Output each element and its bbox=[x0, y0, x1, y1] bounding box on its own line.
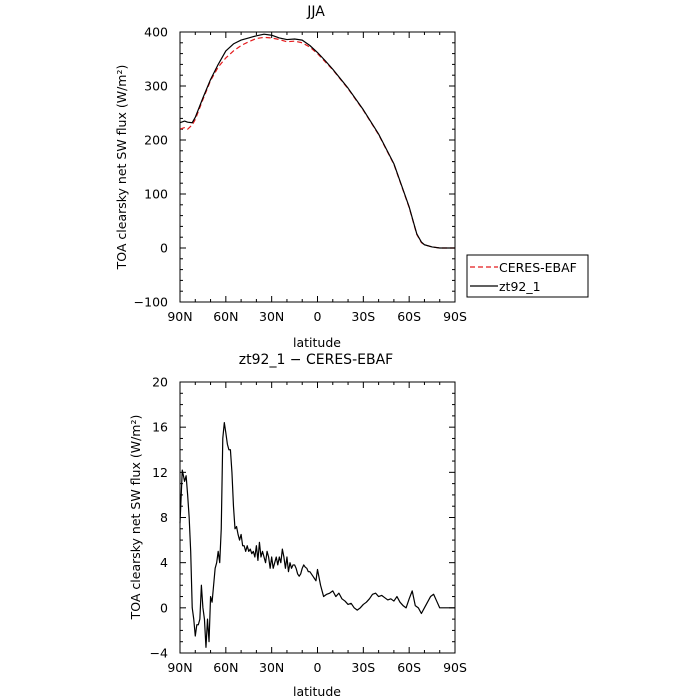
legend: CERES-EBAF zt92_1 bbox=[466, 254, 589, 298]
bottom-chart-x-tick-label: 60N bbox=[213, 660, 238, 675]
top-chart-y-axis-label: TOA clearsky net SW flux (W/m²) bbox=[114, 65, 129, 271]
bottom-chart-frame bbox=[179, 381, 456, 654]
bottom-chart-x-tick-label: 90S bbox=[443, 660, 467, 675]
bottom-chart-y-tick-label: 20 bbox=[152, 375, 168, 390]
bottom-chart-series-line-0 bbox=[179, 422, 455, 648]
top-chart-y-tick-label: 300 bbox=[144, 79, 168, 94]
top-chart-x-tick-label: 60S bbox=[397, 309, 421, 324]
legend-label-ceres: CERES-EBAF bbox=[499, 260, 577, 275]
top-chart-x-tick-labels: 90N 60N 30N 0 30S 60S 90S bbox=[167, 309, 467, 324]
top-chart-x-tick-label: 30S bbox=[351, 309, 375, 324]
top-chart: JJA 90N 60N 30N 0 30S 60S 90S −100 0 100 200 300 40… bbox=[114, 4, 589, 350]
bottom-chart-y-tick-label: 16 bbox=[152, 420, 168, 435]
top-chart-y-tick-label: −100 bbox=[134, 295, 168, 310]
bottom-chart-x-tick-labels: 90N 60N 30N 0 30S 60S 90S bbox=[167, 660, 467, 675]
legend-box bbox=[466, 254, 589, 298]
top-chart-x-tick-label: 90N bbox=[167, 309, 192, 324]
top-chart-y-tick-labels: −100 0 100 200 300 400 bbox=[134, 25, 168, 310]
top-chart-x-tick-label: 60N bbox=[213, 309, 238, 324]
bottom-chart-y-tick-label: 4 bbox=[160, 555, 168, 570]
bottom-chart-x-tick-label: 90N bbox=[167, 660, 192, 675]
top-chart-y-tick-label: 0 bbox=[160, 241, 168, 256]
legend-label-zt92: zt92_1 bbox=[499, 279, 541, 294]
top-chart-frame bbox=[179, 31, 456, 303]
top-chart-x-tick-label: 0 bbox=[314, 309, 322, 324]
top-chart-title: JJA bbox=[306, 4, 325, 20]
bottom-chart-y-tick-label: −4 bbox=[150, 646, 168, 661]
top-chart-series-line-ceres-ebaf bbox=[179, 36, 455, 249]
bottom-chart: zt92_1 − CERES-EBAF 90N 60N 30N 0 30S 60S 90S … bbox=[128, 352, 467, 699]
bottom-chart-y-tick-labels: −4 0 4 8 12 16 20 bbox=[150, 375, 168, 661]
top-chart-x-tick-label: 30N bbox=[259, 309, 284, 324]
bottom-chart-x-tick-label: 30S bbox=[351, 660, 375, 675]
bottom-chart-x-axis-label: latitude bbox=[293, 684, 341, 699]
bottom-chart-y-tick-label: 8 bbox=[160, 510, 168, 525]
bottom-chart-y-axis-label: TOA clearsky net SW flux (W/m²) bbox=[128, 415, 143, 621]
top-chart-y-tick-label: 200 bbox=[144, 133, 168, 148]
top-chart-ticks bbox=[179, 31, 456, 303]
top-chart-x-tick-label: 90S bbox=[443, 309, 467, 324]
bottom-chart-y-tick-label: 0 bbox=[160, 600, 168, 615]
bottom-chart-x-tick-label: 30N bbox=[259, 660, 284, 675]
top-chart-y-tick-label: 100 bbox=[144, 187, 168, 202]
top-chart-y-tick-label: 400 bbox=[144, 25, 168, 40]
top-chart-series bbox=[179, 33, 455, 249]
bottom-chart-title: zt92_1 − CERES-EBAF bbox=[239, 352, 393, 368]
bottom-chart-series bbox=[179, 422, 455, 648]
top-chart-x-axis-label: latitude bbox=[293, 335, 341, 350]
top-chart-series-line-zt92-1 bbox=[179, 33, 455, 249]
bottom-chart-x-tick-label: 60S bbox=[397, 660, 421, 675]
bottom-chart-x-tick-label: 0 bbox=[314, 660, 322, 675]
bottom-chart-y-tick-label: 12 bbox=[152, 465, 168, 480]
